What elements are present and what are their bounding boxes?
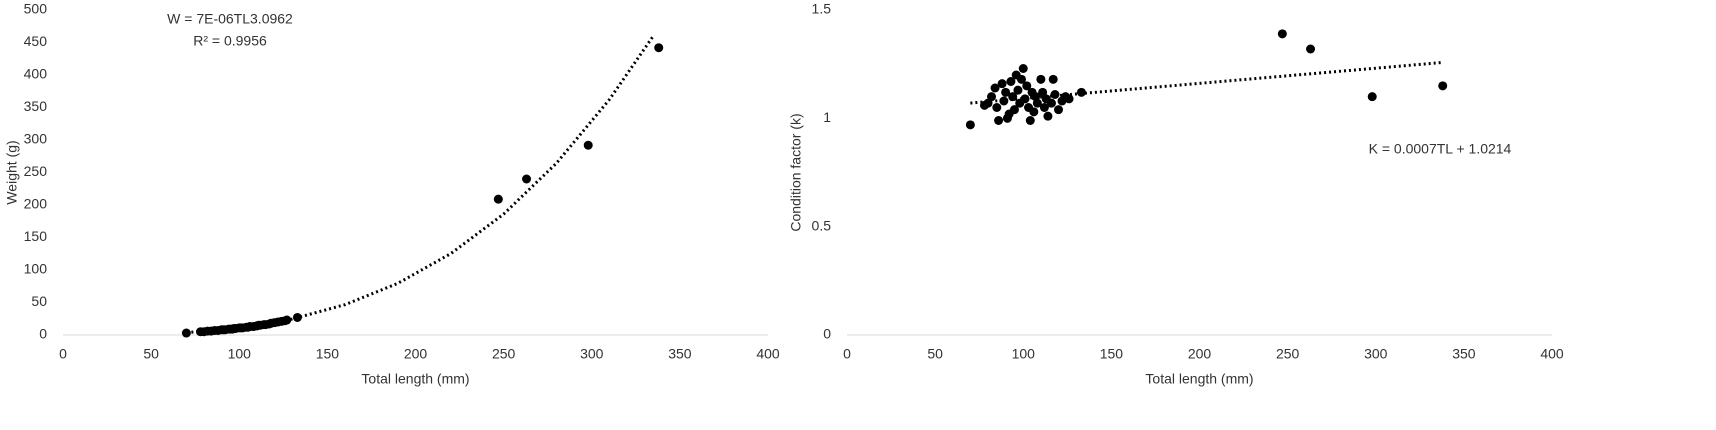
trendline-equation: K = 0.0007TL + 1.0214 bbox=[1369, 141, 1512, 157]
data-point bbox=[990, 83, 1000, 93]
y-tick-label: 0 bbox=[39, 326, 47, 342]
x-tick-label: 400 bbox=[1540, 346, 1564, 362]
trendline-equation: R² = 0.9956 bbox=[193, 33, 267, 49]
y-axis-title: Condition factor (k) bbox=[788, 113, 804, 231]
data-point bbox=[1048, 74, 1058, 84]
y-tick-label: 150 bbox=[24, 228, 48, 244]
x-tick-label: 300 bbox=[580, 346, 604, 362]
y-tick-label: 100 bbox=[24, 261, 48, 277]
data-point bbox=[1018, 64, 1028, 73]
x-tick-label: 300 bbox=[1364, 346, 1388, 362]
data-point bbox=[1050, 90, 1060, 99]
x-tick-label: 400 bbox=[756, 346, 780, 362]
x-tick-label: 50 bbox=[143, 346, 159, 362]
data-point bbox=[522, 174, 532, 184]
x-tick-label: 150 bbox=[1100, 346, 1124, 362]
data-point bbox=[1046, 98, 1056, 108]
data-point bbox=[1054, 105, 1063, 115]
data-point bbox=[1020, 94, 1030, 104]
data-point bbox=[654, 43, 664, 53]
y-tick-label: 250 bbox=[24, 163, 48, 179]
data-point bbox=[1032, 98, 1042, 108]
y-axis-title: Weight (g) bbox=[4, 140, 20, 204]
x-tick-label: 250 bbox=[492, 346, 516, 362]
y-tick-label: 300 bbox=[24, 131, 48, 147]
data-point bbox=[999, 96, 1009, 106]
trendline-equation: W = 7E-06TL3.0962 bbox=[167, 11, 293, 27]
y-tick-label: 1 bbox=[823, 109, 831, 125]
x-tick-label: 150 bbox=[316, 346, 340, 362]
x-tick-label: 0 bbox=[843, 346, 851, 362]
data-point bbox=[282, 315, 292, 325]
data-point bbox=[1438, 81, 1448, 91]
y-tick-label: 0 bbox=[823, 326, 831, 342]
data-point bbox=[1025, 116, 1035, 125]
y-tick-label: 1.5 bbox=[812, 1, 832, 17]
data-point bbox=[1009, 105, 1019, 115]
x-axis-title: Total length (mm) bbox=[361, 371, 469, 387]
x-tick-label: 100 bbox=[1012, 346, 1036, 362]
x-tick-label: 200 bbox=[1188, 346, 1212, 362]
y-tick-label: 350 bbox=[24, 98, 48, 114]
data-point bbox=[583, 140, 593, 150]
trendline bbox=[970, 60, 1443, 105]
y-tick-label: 0.5 bbox=[812, 217, 832, 233]
data-point bbox=[1367, 92, 1377, 102]
y-tick-label: 500 bbox=[24, 1, 48, 17]
x-tick-label: 350 bbox=[668, 346, 692, 362]
data-point bbox=[181, 328, 191, 338]
data-point bbox=[1001, 87, 1011, 97]
data-point bbox=[1277, 29, 1287, 39]
data-point bbox=[1029, 107, 1039, 117]
data-point bbox=[1016, 74, 1026, 84]
data-point bbox=[992, 103, 1002, 112]
trendline bbox=[186, 34, 655, 335]
data-point bbox=[493, 194, 503, 204]
data-point bbox=[987, 92, 997, 102]
x-axis-title: Total length (mm) bbox=[1145, 371, 1253, 387]
data-point bbox=[965, 120, 975, 130]
data-point bbox=[1043, 111, 1053, 121]
data-point bbox=[1306, 44, 1316, 54]
data-point bbox=[1039, 103, 1049, 112]
data-point bbox=[1013, 85, 1023, 95]
y-tick-label: 450 bbox=[24, 33, 48, 49]
data-point bbox=[1008, 92, 1018, 102]
data-point bbox=[1076, 87, 1086, 97]
x-tick-label: 350 bbox=[1452, 346, 1476, 362]
data-point bbox=[997, 79, 1007, 89]
y-tick-label: 400 bbox=[24, 66, 48, 82]
data-point bbox=[1064, 94, 1074, 104]
x-tick-label: 50 bbox=[927, 346, 943, 362]
x-tick-label: 100 bbox=[228, 346, 252, 362]
data-point bbox=[292, 312, 302, 322]
data-point bbox=[1036, 74, 1046, 84]
y-tick-label: 50 bbox=[31, 293, 47, 309]
data-point bbox=[994, 116, 1004, 125]
data-point bbox=[1022, 81, 1032, 91]
x-tick-label: 250 bbox=[1276, 346, 1300, 362]
x-tick-label: 200 bbox=[404, 346, 428, 362]
x-tick-label: 0 bbox=[59, 346, 67, 362]
y-tick-label: 200 bbox=[24, 196, 48, 212]
data-point bbox=[1006, 77, 1016, 86]
